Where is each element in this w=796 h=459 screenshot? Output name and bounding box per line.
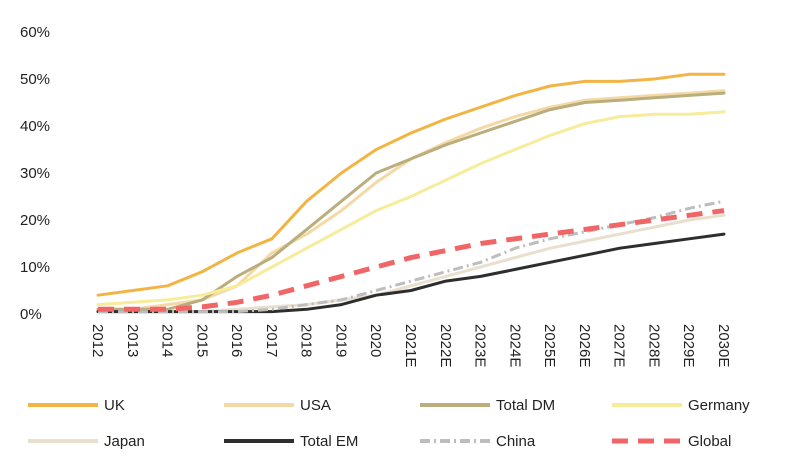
x-tick-label: 2025E [541, 324, 558, 367]
legend-item-japan: Japan [28, 433, 145, 450]
legend-label: Total EM [300, 433, 358, 450]
series-line-germany [96, 110, 726, 307]
y-axis: 0% 10% 20% 30% 40% 50% 60% [20, 24, 50, 323]
series-line-uk [96, 72, 726, 297]
legend-item-total-dm: Total DM [420, 397, 555, 414]
x-tick-label: 2022E [437, 324, 454, 367]
legend-label: China [496, 433, 536, 450]
x-tick-label: 2016 [228, 324, 245, 357]
series-line-global [98, 208, 725, 312]
series-lines [96, 72, 726, 314]
y-tick-label: 0% [20, 306, 42, 323]
x-axis: 2012 2013 2014 2015 2016 2017 2018 2019 2020 2021… [89, 324, 732, 367]
legend-item-total-em: Total EM [224, 433, 358, 450]
y-tick-label: 30% [20, 165, 50, 182]
legend-item-global: Global [612, 433, 731, 450]
x-tick-label: 2027E [611, 324, 628, 367]
x-tick-label: 2020 [367, 324, 384, 357]
x-tick-label: 2017 [263, 324, 280, 357]
series-line-china [98, 199, 725, 314]
legend-item-china: China [420, 433, 536, 450]
x-tick-label: 2026E [576, 324, 593, 367]
legend: UK USA Total DM Germany Japan Total EM China Gl… [28, 397, 750, 450]
legend-label: Germany [688, 397, 750, 414]
x-tick-label: 2021E [402, 324, 419, 367]
x-tick-label: 2028E [645, 324, 662, 367]
x-tick-label: 2015 [193, 324, 210, 357]
x-tick-label: 2014 [159, 324, 176, 357]
legend-label: UK [104, 397, 125, 414]
legend-item-germany: Germany [612, 397, 750, 414]
x-tick-label: 2024E [506, 324, 523, 367]
legend-label: USA [300, 397, 331, 414]
x-tick-label: 2023E [472, 324, 489, 367]
legend-label: Global [688, 433, 731, 450]
y-tick-label: 10% [20, 259, 50, 276]
x-tick-label: 2013 [124, 324, 141, 357]
y-tick-label: 20% [20, 212, 50, 229]
y-tick-label: 40% [20, 118, 50, 135]
x-tick-label: 2019 [332, 324, 349, 357]
x-tick-label: 2012 [89, 324, 106, 357]
y-tick-label: 60% [20, 24, 50, 41]
legend-label: Japan [104, 433, 145, 450]
legend-item-usa: USA [224, 397, 331, 414]
x-tick-label: 2029E [680, 324, 697, 367]
x-tick-label: 2018 [298, 324, 315, 357]
x-tick-label: 2030E [715, 324, 732, 367]
series-line-total-dm [96, 91, 726, 311]
legend-item-uk: UK [28, 397, 125, 414]
y-tick-label: 50% [20, 71, 50, 88]
legend-label: Total DM [496, 397, 555, 414]
